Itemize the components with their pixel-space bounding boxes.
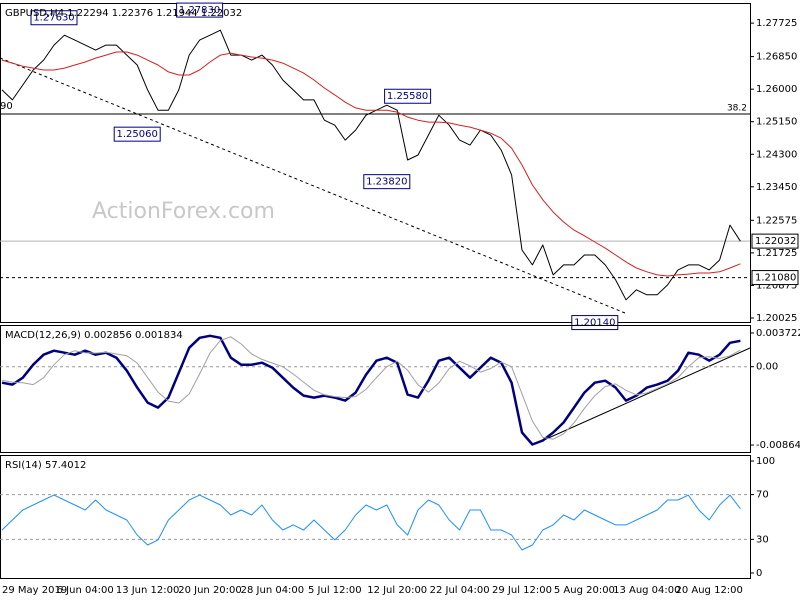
clipped-label: 90: [0, 101, 13, 112]
annotation-label: 1.25580: [387, 91, 428, 102]
annotation-box: [571, 315, 619, 331]
y-tick-label: 0.003722: [756, 328, 800, 339]
annotation-box: [176, 2, 224, 18]
x-tick-label: 6 Jun 04:00: [57, 585, 114, 596]
annotation-label: 1.27830: [179, 5, 220, 16]
y-tick-label: 0: [756, 568, 762, 579]
series-line: [1, 51, 741, 277]
panel-title: GBPUSD,H4 1.22294 1.22376 1.21944 1.2203…: [5, 8, 242, 19]
x-tick-label: 29 May 2019: [2, 585, 67, 596]
macd-trendline: [534, 347, 751, 445]
annotation-box: [113, 126, 161, 142]
y-tick-label: 1.26000: [756, 84, 797, 95]
x-tick-label: 20 Aug 12:00: [675, 585, 742, 596]
y-tick-label: 30: [756, 534, 769, 545]
series-line: [1, 336, 741, 440]
annotation-label: 1.25060: [117, 129, 158, 140]
y-tick-label: 1.27725: [756, 18, 797, 29]
support-box: [751, 270, 799, 286]
x-tick-label: 28 Jun 04:00: [241, 585, 305, 596]
y-tick-label: 0.00: [756, 362, 778, 373]
x-tick-label: 20 Jun 20:00: [178, 585, 242, 596]
panel-title: RSI(14) 57.4012: [5, 460, 86, 471]
x-tick-label: 13 Jun 12:00: [116, 585, 180, 596]
x-tick-label: 13 Aug 04:00: [613, 585, 680, 596]
annotation-box: [30, 10, 78, 26]
panel-frame: [0, 3, 751, 323]
series-line: [1, 334, 741, 446]
panel-frame: [0, 325, 751, 453]
annotation-box: [384, 88, 432, 104]
y-tick-label: -0.008643: [756, 440, 800, 451]
last-price-label: 1.22032: [755, 236, 796, 247]
x-tick-label: 12 Jul 20:00: [367, 585, 427, 596]
panel-frame: [0, 455, 751, 579]
x-tick-label: 22 Jul 04:00: [430, 585, 490, 596]
y-tick-label: 1.25150: [756, 117, 797, 128]
y-tick-label: 70: [756, 490, 769, 501]
support-label: 1.21080: [755, 273, 796, 284]
annotation-box: [363, 174, 411, 190]
x-tick-label: 29 Jul 12:00: [492, 585, 552, 596]
y-tick-label: 1.20025: [756, 313, 797, 324]
series-line: [1, 494, 741, 551]
annotation-label: 1.23820: [366, 177, 407, 188]
last-price-box: [751, 233, 799, 249]
annotation-label: 1.27630: [33, 13, 74, 24]
y-tick-label: 1.24300: [756, 149, 797, 160]
panel-title: MACD(12,26,9) 0.002856 0.001834: [5, 330, 183, 341]
fib-label: 38.2: [727, 104, 747, 114]
y-tick-label: 1.20875: [756, 280, 797, 291]
x-tick-label: 5 Aug 20:00: [554, 585, 615, 596]
series-line: [1, 29, 741, 301]
trendline: [0, 57, 626, 314]
x-tick-label: 5 Jul 12:00: [308, 585, 362, 596]
y-tick-label: 100: [756, 456, 775, 467]
y-tick-label: 1.23450: [756, 182, 797, 193]
y-tick-label: 1.22575: [756, 215, 797, 226]
watermark: ActionForex.com: [92, 199, 275, 224]
y-tick-label: 1.26850: [756, 52, 797, 63]
annotation-label: 1.20140: [574, 318, 615, 329]
y-tick-label: 1.21725: [756, 248, 797, 259]
